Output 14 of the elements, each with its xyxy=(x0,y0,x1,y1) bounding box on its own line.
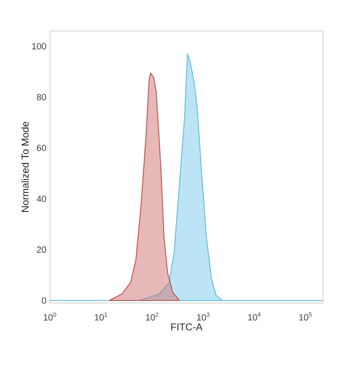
x-tick-label: 10$^{4}$ xyxy=(248,312,261,321)
x-axis-title: FITC-A xyxy=(171,323,203,330)
y-tick-label: 60 xyxy=(36,144,46,152)
y-tick-label: 20 xyxy=(36,246,46,253)
y-tick-label: 0 xyxy=(42,297,46,304)
x-tick-label: 10$^{3}$ xyxy=(197,312,210,321)
y-axis-title: Normalized To Mode xyxy=(21,122,29,212)
x-tick-label: 10$^{1}$ xyxy=(94,312,108,321)
y-tick-label: 40 xyxy=(36,196,46,202)
y-tick-label: 100 xyxy=(32,43,46,50)
x-tick-label: 10$^{5}$ xyxy=(299,312,312,321)
x-tick-label: 10$^{2}$ xyxy=(146,312,158,321)
x-tick-label: 10$^{0}$ xyxy=(44,312,56,321)
y-tick-label: 80 xyxy=(36,94,46,100)
